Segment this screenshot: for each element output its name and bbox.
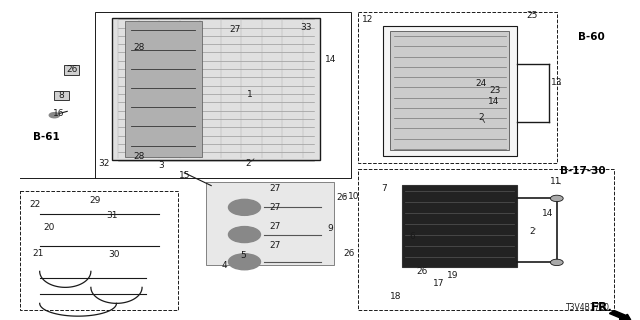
Text: 8: 8 xyxy=(59,91,64,100)
Bar xyxy=(112,18,320,160)
Text: 1: 1 xyxy=(247,90,252,99)
Text: 23: 23 xyxy=(490,86,501,95)
Text: 25: 25 xyxy=(527,11,538,20)
Text: B-60: B-60 xyxy=(578,32,605,42)
Bar xyxy=(95,12,351,178)
Text: 3: 3 xyxy=(159,161,164,170)
FancyArrow shape xyxy=(609,310,631,320)
Text: 26: 26 xyxy=(336,193,348,202)
Bar xyxy=(64,65,79,75)
Text: 31: 31 xyxy=(106,211,118,220)
Circle shape xyxy=(550,259,563,266)
Text: 15: 15 xyxy=(179,171,190,180)
Circle shape xyxy=(228,254,260,270)
Text: 26: 26 xyxy=(66,65,77,74)
Text: 28: 28 xyxy=(134,43,145,52)
Text: 27: 27 xyxy=(230,25,241,34)
Bar xyxy=(358,12,557,163)
Bar xyxy=(206,182,334,265)
Circle shape xyxy=(228,199,260,215)
Text: 30: 30 xyxy=(108,250,120,259)
Text: 14: 14 xyxy=(488,97,500,106)
Text: 12: 12 xyxy=(362,15,373,24)
Text: 14: 14 xyxy=(324,55,336,64)
Circle shape xyxy=(49,113,60,118)
Circle shape xyxy=(550,195,563,202)
Text: 24: 24 xyxy=(476,79,487,88)
Text: 19: 19 xyxy=(447,271,459,280)
Text: 17: 17 xyxy=(433,279,445,288)
Text: 21: 21 xyxy=(33,249,44,258)
Text: 5: 5 xyxy=(241,251,246,260)
Text: T3V4B1720: T3V4B1720 xyxy=(566,303,609,312)
Text: 29: 29 xyxy=(89,196,100,204)
Text: 11: 11 xyxy=(550,177,561,186)
Text: 2: 2 xyxy=(479,113,484,122)
Bar xyxy=(390,31,509,150)
Text: 2: 2 xyxy=(530,227,535,236)
Bar xyxy=(402,185,517,267)
Text: 32: 32 xyxy=(98,159,109,168)
Bar xyxy=(20,191,178,310)
Text: B-17-30: B-17-30 xyxy=(559,166,605,176)
Text: 9: 9 xyxy=(328,224,333,233)
Bar xyxy=(125,21,202,157)
Text: 18: 18 xyxy=(390,292,401,301)
Text: 2: 2 xyxy=(246,159,251,168)
Text: 7: 7 xyxy=(381,184,387,193)
Text: 20: 20 xyxy=(43,223,54,232)
Text: 6: 6 xyxy=(410,232,415,241)
Text: 26: 26 xyxy=(344,249,355,258)
Text: 27: 27 xyxy=(269,241,281,250)
Bar xyxy=(358,169,614,310)
Text: 4: 4 xyxy=(221,261,227,270)
Text: 26: 26 xyxy=(417,267,428,276)
Circle shape xyxy=(228,227,260,243)
Text: FR.: FR. xyxy=(591,301,612,314)
Text: 28: 28 xyxy=(134,152,145,161)
Text: 27: 27 xyxy=(269,184,281,193)
Text: 16: 16 xyxy=(53,109,65,118)
Text: 22: 22 xyxy=(29,200,41,209)
Text: 27: 27 xyxy=(269,222,281,231)
Text: 10: 10 xyxy=(348,192,359,201)
Text: B-61: B-61 xyxy=(33,132,60,142)
Bar xyxy=(383,26,517,156)
Text: 33: 33 xyxy=(300,23,312,32)
Text: 14: 14 xyxy=(541,209,553,218)
Bar xyxy=(54,91,69,100)
Text: 13: 13 xyxy=(551,78,563,87)
Text: 27: 27 xyxy=(269,203,281,212)
